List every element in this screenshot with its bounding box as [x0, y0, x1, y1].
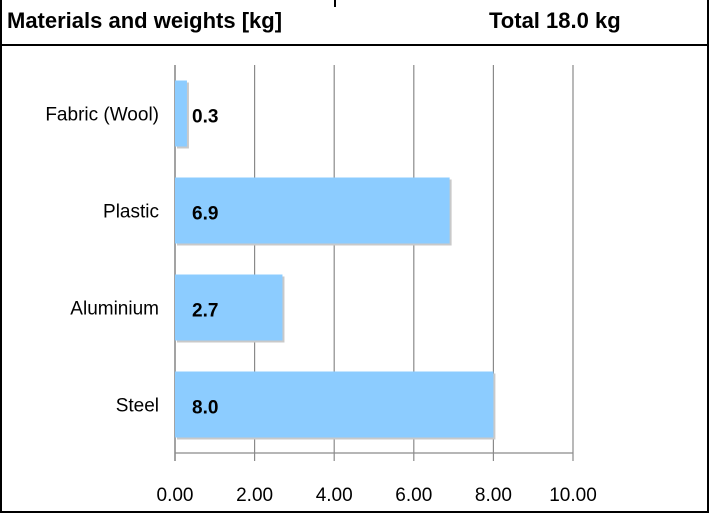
value-label: 8.0: [192, 398, 218, 419]
header-left-tick: [0, 0, 2, 7]
category-label: Plastic: [103, 202, 159, 223]
x-tick-label: 8.00: [475, 485, 512, 506]
x-tick-label: 0.00: [157, 485, 194, 506]
category-label: Fabric (Wool): [45, 105, 159, 126]
bar: [175, 80, 187, 147]
header-right-tick: [707, 0, 709, 7]
x-tick-label: 4.00: [316, 485, 353, 506]
bar: [175, 177, 450, 244]
chart-title: Materials and weights [kg]: [7, 8, 283, 33]
x-tick-label: 6.00: [395, 485, 432, 506]
header-divider-tick: [334, 0, 336, 7]
bar: [175, 274, 283, 341]
value-label: 0.3: [192, 107, 218, 128]
category-label: Aluminium: [70, 299, 159, 320]
x-tick-label: 10.00: [549, 485, 597, 506]
chart-header: Materials and weights [kg] Total 18.0 kg: [0, 0, 709, 46]
bar: [175, 371, 494, 438]
x-tick-label: 2.00: [236, 485, 273, 506]
value-label: 6.9: [192, 204, 218, 225]
category-label: Steel: [116, 396, 159, 417]
total-weight: Total 18.0 kg: [489, 8, 621, 33]
value-label: 2.7: [192, 301, 218, 322]
